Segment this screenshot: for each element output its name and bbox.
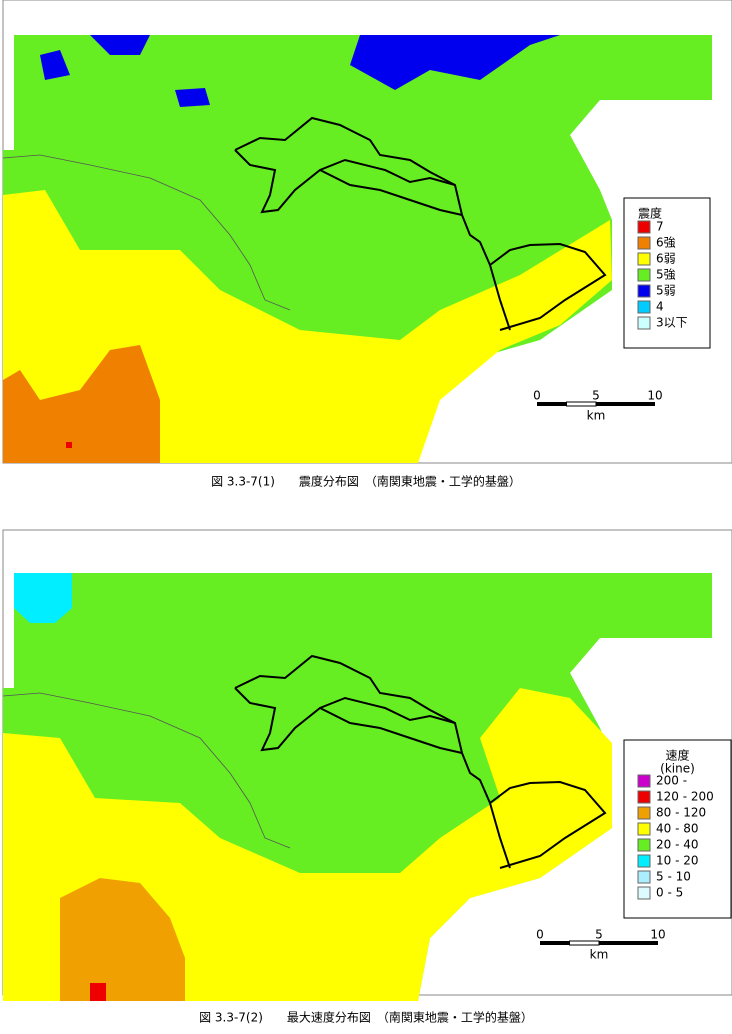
legend-swatch <box>637 886 651 900</box>
scale-bar <box>569 940 600 946</box>
zone-5-weak <box>14 35 560 107</box>
legend-swatch <box>637 316 651 330</box>
scale-unit: km <box>587 409 606 423</box>
legend-swatch <box>637 774 651 788</box>
zone-7 <box>66 442 72 448</box>
legend-swatch <box>637 236 651 250</box>
legend-label: 10 - 20 <box>656 854 699 868</box>
legend-swatch <box>637 822 651 836</box>
legend-label: 6強 <box>656 236 676 250</box>
legend-label: 40 - 80 <box>656 822 699 836</box>
scale-label: 5 <box>595 928 603 942</box>
legend-subtitle: (kine) <box>660 762 695 776</box>
legend-swatch <box>637 838 651 852</box>
legend-label: 5強 <box>656 268 676 282</box>
legend-swatch <box>637 300 651 314</box>
scale-bar <box>599 941 658 945</box>
legend-label: 7 <box>656 220 664 234</box>
legend-label: 200 - <box>656 774 687 788</box>
scale-label: 0 <box>536 928 544 942</box>
legend-swatch <box>637 806 651 820</box>
legend-label: 20 - 40 <box>656 838 699 852</box>
legend-title: 速度 <box>665 748 689 763</box>
scale-bar <box>537 402 567 406</box>
caption: 図 3.3-7(2) 最大速度分布図 （南関東地震・工学的基盤） <box>199 1010 533 1025</box>
scale-unit: km <box>590 948 609 962</box>
legend-swatch <box>637 870 651 884</box>
legend-label: 4 <box>656 300 664 314</box>
zone-80-120 <box>60 878 185 1001</box>
legend-label: 80 - 120 <box>656 806 706 820</box>
legend-label: 5 - 10 <box>656 870 691 884</box>
legend-swatch <box>637 790 651 804</box>
scale-label: 10 <box>650 928 665 942</box>
legend-label: 6弱 <box>656 252 676 266</box>
scale-bar <box>540 941 570 945</box>
zone-120-200 <box>90 983 106 1001</box>
legend-label: 3以下 <box>656 316 688 330</box>
legend-swatch <box>637 284 651 298</box>
scale-label: 10 <box>647 389 662 403</box>
legend-label: 120 - 200 <box>656 790 714 804</box>
legend-label: 0 - 5 <box>656 886 683 900</box>
legend-swatch <box>637 268 651 282</box>
legend-title: 震度 <box>638 206 662 221</box>
map-panel <box>2 529 732 1001</box>
caption: 図 3.3-7(1) 震度分布図 （南関東地震・工学的基盤） <box>211 474 521 489</box>
scale-label: 5 <box>592 389 600 403</box>
legend-swatch <box>637 252 651 266</box>
legend-label: 5弱 <box>656 284 676 298</box>
legend-swatch <box>637 220 651 234</box>
zone-10-20 <box>14 573 72 623</box>
map-panel <box>2 0 732 464</box>
scale-label: 0 <box>533 389 541 403</box>
legend-swatch <box>637 854 651 868</box>
scale-bar <box>566 401 597 407</box>
zone-6-strong <box>3 345 160 463</box>
scale-bar <box>596 402 655 406</box>
